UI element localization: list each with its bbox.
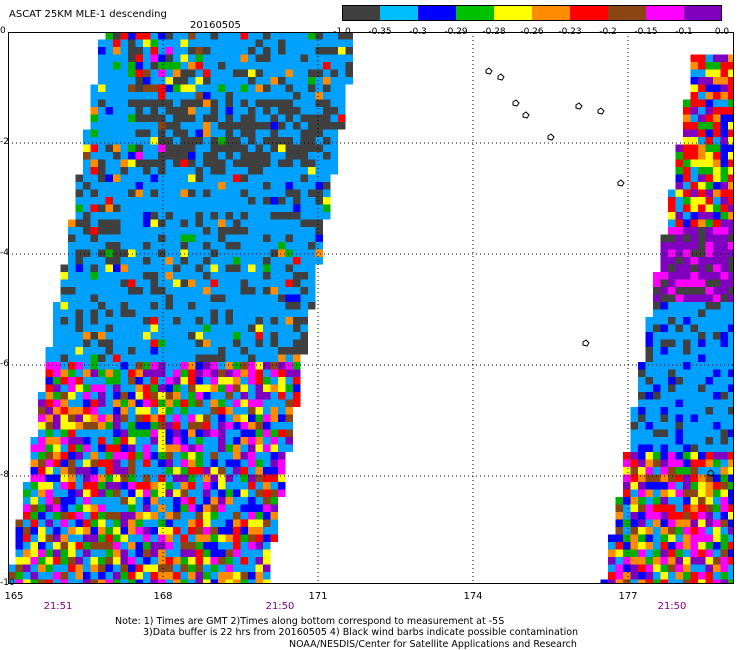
y-tick-label: -6 [0,359,9,369]
y-tick-label: -2 [0,137,9,147]
x-tick-label: 177 [618,591,638,602]
chart-date: 20160505 [190,20,241,31]
colorbar [342,5,722,21]
note-line-3: NOAA/NESDIS/Center for Satellite Applica… [289,639,577,650]
chart-title: ASCAT 25KM MLE-1 descending [9,9,167,20]
data-cells [8,32,734,584]
time-label: 21:50 [265,601,295,612]
plot-frame [8,32,734,584]
note-line-1: Note: 1) Times are GMT 2)Times along bot… [115,616,505,627]
colorbar-swatch [646,5,685,21]
x-tick-label: 168 [153,591,173,602]
y-tick-label: -4 [0,248,9,258]
time-label: 21:50 [657,601,687,612]
colorbar-swatch [608,5,647,21]
colorbar-swatch [418,5,457,21]
y-tick-label: 0 [0,26,6,36]
x-tick-label: 174 [463,591,483,602]
map-plot [8,32,734,584]
colorbar-swatch [342,5,381,21]
note-line-2: 3)Data buffer is 22 hrs from 20160505 4)… [143,627,579,638]
colorbar-swatch [380,5,419,21]
y-tick-label: -10 [0,578,15,588]
colorbar-swatch [570,5,609,21]
gridlines [8,32,734,584]
time-label: 21:51 [43,601,73,612]
colorbar-swatch [532,5,571,21]
colorbar-swatch [494,5,533,21]
colorbar-swatch [456,5,495,21]
x-tick-label: 165 [4,591,24,602]
island-outlines [485,67,715,477]
x-tick-label: 171 [308,591,328,602]
y-tick-label: -8 [0,470,9,480]
colorbar-swatch [684,5,722,21]
